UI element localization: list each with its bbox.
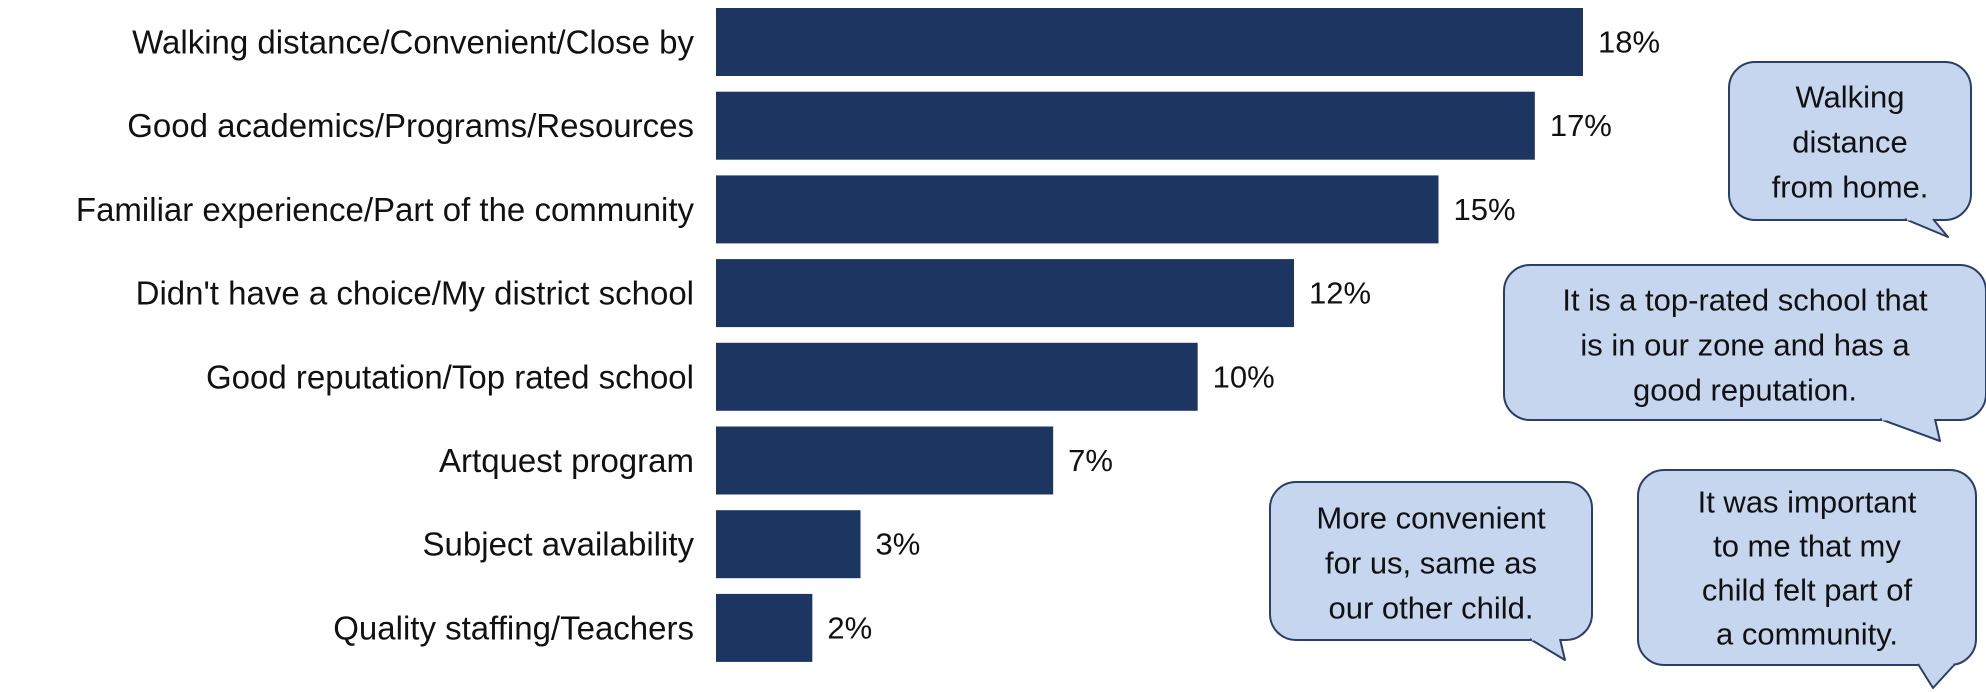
bar-3 bbox=[716, 259, 1294, 328]
quote-line: from home. bbox=[1772, 170, 1929, 205]
bubble-shape bbox=[1728, 61, 1972, 221]
bubble-tail bbox=[1879, 418, 1941, 442]
quote-line: It was important bbox=[1698, 485, 1917, 520]
bubble-shape bbox=[1269, 481, 1593, 641]
value-label-0: 18% bbox=[1598, 25, 1660, 60]
bar-group: Walking distance/Convenient/Close by 18% G… bbox=[76, 8, 1660, 662]
value-label-5: 7% bbox=[1068, 443, 1113, 478]
bubble-shape bbox=[1503, 264, 1986, 421]
value-label-6: 3% bbox=[876, 527, 921, 562]
category-label-1: Good academics/Programs/Resources bbox=[127, 107, 694, 144]
bar-7 bbox=[716, 593, 813, 662]
quote-line: distance bbox=[1792, 125, 1907, 160]
quote-line: More convenient bbox=[1316, 501, 1546, 536]
category-label-0: Walking distance/Convenient/Close by bbox=[132, 24, 694, 61]
quote-bubble-walking: Walking distance from home. bbox=[1728, 61, 1972, 238]
bar-6 bbox=[716, 510, 861, 579]
value-label-1: 17% bbox=[1550, 108, 1612, 143]
category-label-2: Familiar experience/Part of the communit… bbox=[76, 191, 695, 228]
quote-line: child felt part of bbox=[1702, 573, 1913, 608]
value-label-7: 2% bbox=[827, 610, 872, 645]
quote-line: It is a top-rated school that bbox=[1562, 283, 1928, 318]
quote-line: a community. bbox=[1716, 617, 1898, 652]
quote-line: good reputation. bbox=[1633, 373, 1857, 408]
bubble-shape bbox=[1637, 469, 1977, 666]
quote-line: Walking bbox=[1795, 80, 1904, 115]
bubble-tail bbox=[1529, 638, 1566, 661]
quote-bubble-community: It was important to me that my child felt … bbox=[1637, 469, 1977, 689]
bar-4 bbox=[716, 342, 1198, 411]
category-label-6: Subject availability bbox=[423, 526, 695, 563]
quote-bubble-convenient: More convenient for us, same as our other … bbox=[1269, 481, 1593, 661]
value-label-3: 12% bbox=[1309, 276, 1371, 311]
bar-2 bbox=[716, 175, 1439, 244]
bubble-tail bbox=[1904, 218, 1949, 238]
bar-1 bbox=[716, 91, 1535, 160]
bar-5 bbox=[716, 426, 1054, 495]
quote-bubbles: Walking distance from home. It is a top-rat… bbox=[1269, 61, 1986, 689]
quote-bubble-toprated: It is a top-rated school that is in our z… bbox=[1503, 264, 1986, 442]
category-label-5: Artquest program bbox=[439, 442, 694, 479]
category-label-7: Quality staffing/Teachers bbox=[333, 609, 694, 646]
bar-0 bbox=[716, 8, 1583, 76]
category-label-4: Good reputation/Top rated school bbox=[206, 358, 694, 395]
value-label-4: 10% bbox=[1213, 359, 1275, 394]
quote-line: to me that my bbox=[1713, 529, 1901, 564]
bubble-tail bbox=[1917, 663, 1956, 689]
value-label-2: 15% bbox=[1454, 192, 1516, 227]
category-label-3: Didn't have a choice/My district school bbox=[136, 275, 694, 312]
quote-line: is in our zone and has a bbox=[1580, 328, 1910, 363]
quote-line: for us, same as bbox=[1325, 546, 1537, 581]
quote-line: our other child. bbox=[1328, 591, 1533, 626]
